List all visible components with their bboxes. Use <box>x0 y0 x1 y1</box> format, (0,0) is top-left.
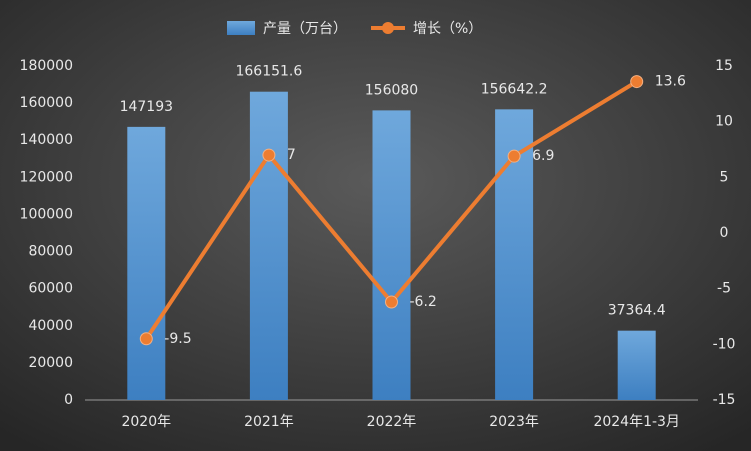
x-tick-label: 2023年 <box>489 414 539 430</box>
line-point <box>262 148 276 162</box>
line-value-label: -6.2 <box>410 294 437 310</box>
bar-value-label: 37364.4 <box>608 303 666 319</box>
bar-value-label: 166151.6 <box>235 64 302 80</box>
line-point <box>139 332 153 346</box>
bar-value-label: 156080 <box>365 82 418 98</box>
line-point <box>630 75 644 89</box>
y-tick-label: 20000 <box>28 355 73 371</box>
y-tick-label: 80000 <box>28 244 73 260</box>
bar <box>249 91 288 400</box>
x-tick-label: 2021年 <box>244 414 294 430</box>
line-value-label: 7 <box>287 147 296 163</box>
x-tick-label: 2020年 <box>121 414 171 430</box>
y-tick-label: 120000 <box>20 169 73 185</box>
bar <box>372 110 411 400</box>
y-tick-label: 160000 <box>20 95 73 111</box>
bar <box>617 330 656 400</box>
bar <box>127 126 166 400</box>
x-tick-label: 2024年1-3月 <box>593 414 680 430</box>
bar-value-label: 147193 <box>120 99 173 115</box>
y2-tick-label: 15 <box>715 58 733 74</box>
line-value-label: 13.6 <box>655 74 686 90</box>
legend-swatch <box>227 21 255 35</box>
line-point <box>507 149 521 163</box>
y2-tick-label: -5 <box>717 281 731 297</box>
y2-tick-label: -15 <box>713 392 736 408</box>
x-tick-label: 2022年 <box>367 414 417 430</box>
bar-value-label: 156642.2 <box>481 81 548 97</box>
line-value-label: -9.5 <box>164 331 191 347</box>
y-tick-label: 180000 <box>20 58 73 74</box>
y2-tick-label: 10 <box>715 114 733 130</box>
line-value-label: 6.9 <box>532 148 554 164</box>
y2-tick-label: 0 <box>720 225 729 241</box>
y2-tick-label: -10 <box>713 336 736 352</box>
y-tick-label: 40000 <box>28 318 73 334</box>
y2-tick-label: 5 <box>720 169 729 185</box>
y-tick-label: 100000 <box>20 206 73 222</box>
y-tick-label: 140000 <box>20 132 73 148</box>
line-point <box>385 295 398 309</box>
y-tick-label: 60000 <box>28 281 73 297</box>
legend-label: 产量（万台） <box>263 21 347 37</box>
y-tick-label: 0 <box>64 392 73 408</box>
legend-label: 增长（%） <box>413 21 482 37</box>
legend-swatch <box>382 22 394 34</box>
